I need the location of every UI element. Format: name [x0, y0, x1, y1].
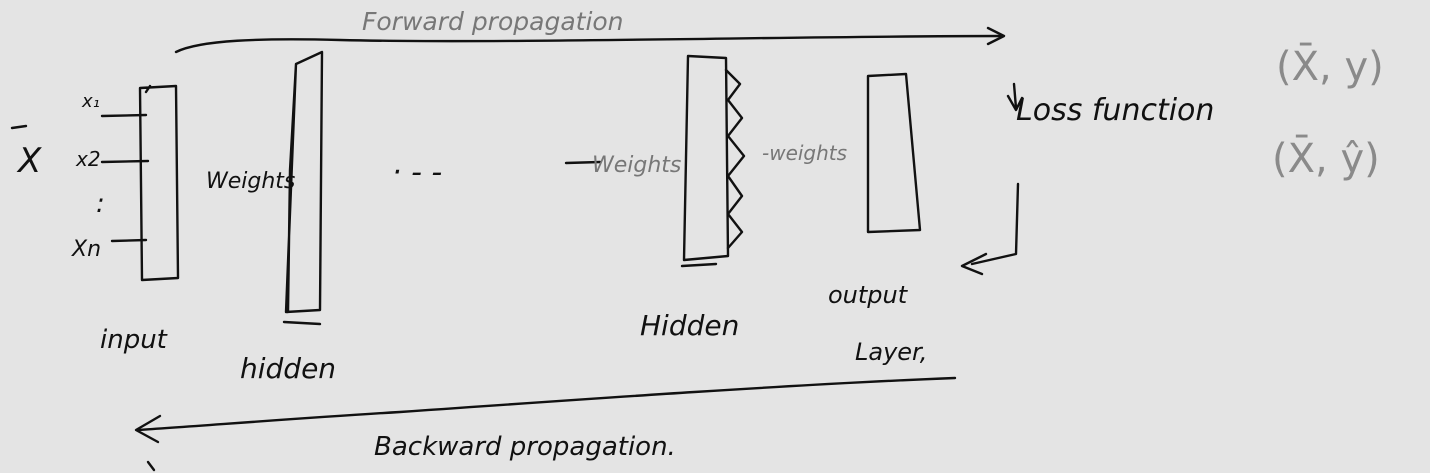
- weights-label-3: -weights: [762, 141, 847, 165]
- weights-line-2: [564, 160, 602, 165]
- loss-down-arrow: [1006, 82, 1024, 112]
- hidden-layer-box-first: [282, 50, 324, 326]
- hidden-layer-box-last: [680, 54, 746, 268]
- loss-return-arrow: [960, 182, 1020, 276]
- loss-function-label: Loss function: [1016, 93, 1214, 128]
- backward-propagation-label: Backward propagation.: [374, 432, 676, 462]
- input-layer-label: input: [100, 325, 168, 355]
- backward-propagation-arrow: [134, 376, 957, 472]
- weights-label-2: Weights: [592, 153, 681, 178]
- true-pair-label: (X̄, y): [1276, 42, 1384, 90]
- input-vector-symbol: [10, 124, 28, 130]
- weights-label-1: Weights: [206, 169, 295, 194]
- hidden-layer-label-first: hidden: [240, 352, 336, 385]
- output-layer-label-line2: Layer,: [855, 338, 927, 366]
- feature-x2-label: x2: [75, 147, 101, 171]
- feature-x1-label: x₁: [81, 91, 100, 112]
- hidden-layer-label-last: Hidden: [640, 309, 739, 342]
- predicted-pair-label: (X̄, ŷ): [1272, 134, 1380, 182]
- output-layer-box: [866, 72, 922, 234]
- output-layer-label-line1: output: [828, 281, 909, 309]
- input-layer-box: [138, 84, 180, 282]
- input-vector-label: X: [16, 141, 42, 181]
- forward-propagation-arrow: [174, 26, 1006, 54]
- layers-ellipsis: · - -: [392, 155, 442, 190]
- forward-propagation-label: Forward propagation: [362, 7, 624, 36]
- feature-dots: :: [96, 189, 105, 219]
- feature-xn-label: Xn: [71, 237, 101, 262]
